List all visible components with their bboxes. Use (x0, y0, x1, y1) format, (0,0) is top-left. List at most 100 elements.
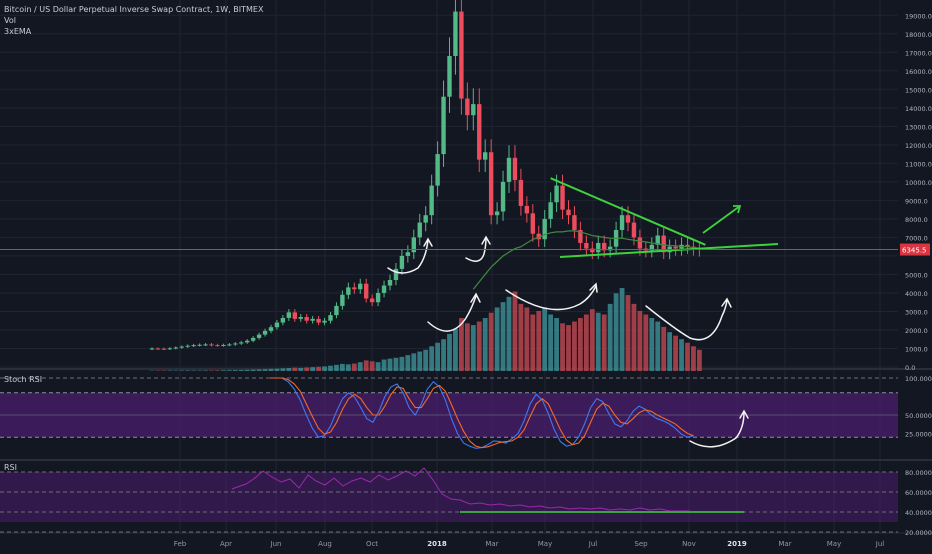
candle-body (418, 223, 422, 238)
candle-body (310, 319, 314, 321)
candle-body (281, 318, 285, 323)
candle-body (382, 286, 386, 293)
candle-body (447, 56, 451, 97)
volume-bar (435, 343, 440, 371)
candle-body (215, 345, 219, 346)
candle-body (352, 287, 356, 289)
volume-bar (590, 309, 595, 371)
volume-bar (340, 364, 345, 371)
candle-body (370, 299, 374, 303)
volume-bar (304, 367, 309, 371)
candle-body (233, 343, 237, 344)
candle-body (620, 215, 624, 230)
candle-body (287, 312, 291, 318)
volume-bar (638, 311, 643, 371)
price-tick-label: 4000.0 (905, 290, 928, 298)
rsi-label: RSI (4, 463, 17, 472)
volume-bar (423, 350, 428, 371)
volume-bar (661, 327, 666, 371)
volume-bar (566, 325, 571, 371)
candle-body (566, 210, 570, 216)
price-tick-label: 0.0 (905, 364, 915, 372)
price-tick-label: 13000.0 (905, 123, 932, 131)
time-tick-label: May (827, 540, 841, 548)
candle-body (435, 154, 439, 185)
volume-bar (685, 343, 690, 371)
candle-body (489, 152, 493, 215)
candle-body (638, 237, 642, 248)
price-tick-label: 14000.0 (905, 105, 932, 113)
candle-body (245, 341, 249, 343)
volume-bar (334, 365, 339, 371)
time-tick-label: Feb (174, 540, 187, 548)
volume-bar (316, 367, 321, 371)
volume-bar (239, 370, 244, 371)
volume-bar (191, 370, 196, 371)
candle-body (340, 295, 344, 306)
candle-body (465, 99, 469, 116)
candle-body (174, 348, 178, 349)
time-tick-label: Mar (778, 540, 791, 548)
candle-body (453, 12, 457, 56)
price-tick-label: 7000.0 (905, 234, 928, 242)
volume-bar (584, 314, 589, 371)
candle-body (162, 349, 166, 350)
volume-bar (286, 368, 291, 371)
volume-bar (679, 339, 684, 371)
time-tick-label: 2018 (427, 540, 447, 548)
candle-body (584, 243, 588, 249)
volume-bar (352, 364, 357, 371)
candle-body (221, 345, 225, 346)
price-tick-label: 5000.0 (905, 271, 928, 279)
price-tick-label: 15000.0 (905, 86, 932, 94)
candle-body (429, 186, 433, 216)
candle-body (596, 243, 600, 252)
candle-body (548, 202, 552, 219)
candle-body (543, 219, 547, 239)
volume-bar (429, 346, 434, 371)
volume-bar (608, 304, 613, 371)
volume-bar (441, 339, 446, 371)
volume-bar (578, 318, 583, 371)
candle-body (322, 321, 326, 323)
price-tick-label: 16000.0 (905, 68, 932, 76)
volume-bar (275, 369, 280, 371)
volume-bar (620, 288, 625, 371)
volume-bar (632, 304, 637, 371)
volume-bar (447, 334, 452, 371)
volume-bar (233, 370, 238, 371)
candle-body (156, 348, 160, 349)
time-tick-label: Oct (366, 540, 378, 548)
price-tick-label: 2000.0 (905, 327, 928, 335)
candle-body (334, 306, 338, 315)
volume-bar (602, 314, 607, 371)
candle-body (168, 348, 172, 349)
stoch-tick-label: 50.0000 (905, 412, 932, 420)
price-tick-label: 8000.0 (905, 216, 928, 224)
time-tick-label: Aug (318, 540, 332, 548)
candle-body (203, 344, 207, 345)
rsi-tick-label: 20.0000 (905, 529, 932, 537)
candle-body (364, 284, 368, 299)
volume-bar (292, 368, 297, 371)
time-tick-label: Sep (634, 540, 648, 548)
candle-body (293, 312, 297, 318)
candle-body (299, 317, 303, 319)
time-tick-label: May (538, 540, 552, 548)
rsi-band (0, 472, 898, 522)
candle-body (150, 348, 154, 349)
candle-body (197, 345, 201, 346)
time-tick-label: Jun (270, 540, 282, 548)
price-tick-label: 18000.0 (905, 31, 932, 39)
stoch-tick-label: 25.0000 (905, 431, 932, 439)
volume-bar (554, 318, 559, 371)
volume-bar (495, 307, 500, 371)
time-tick-label: Jul (875, 540, 885, 548)
candle-body (251, 338, 255, 341)
volume-bar (298, 368, 303, 371)
candle-body (186, 346, 190, 347)
candle-body (560, 186, 564, 210)
volume-bar (209, 370, 214, 371)
candle-body (358, 284, 362, 290)
